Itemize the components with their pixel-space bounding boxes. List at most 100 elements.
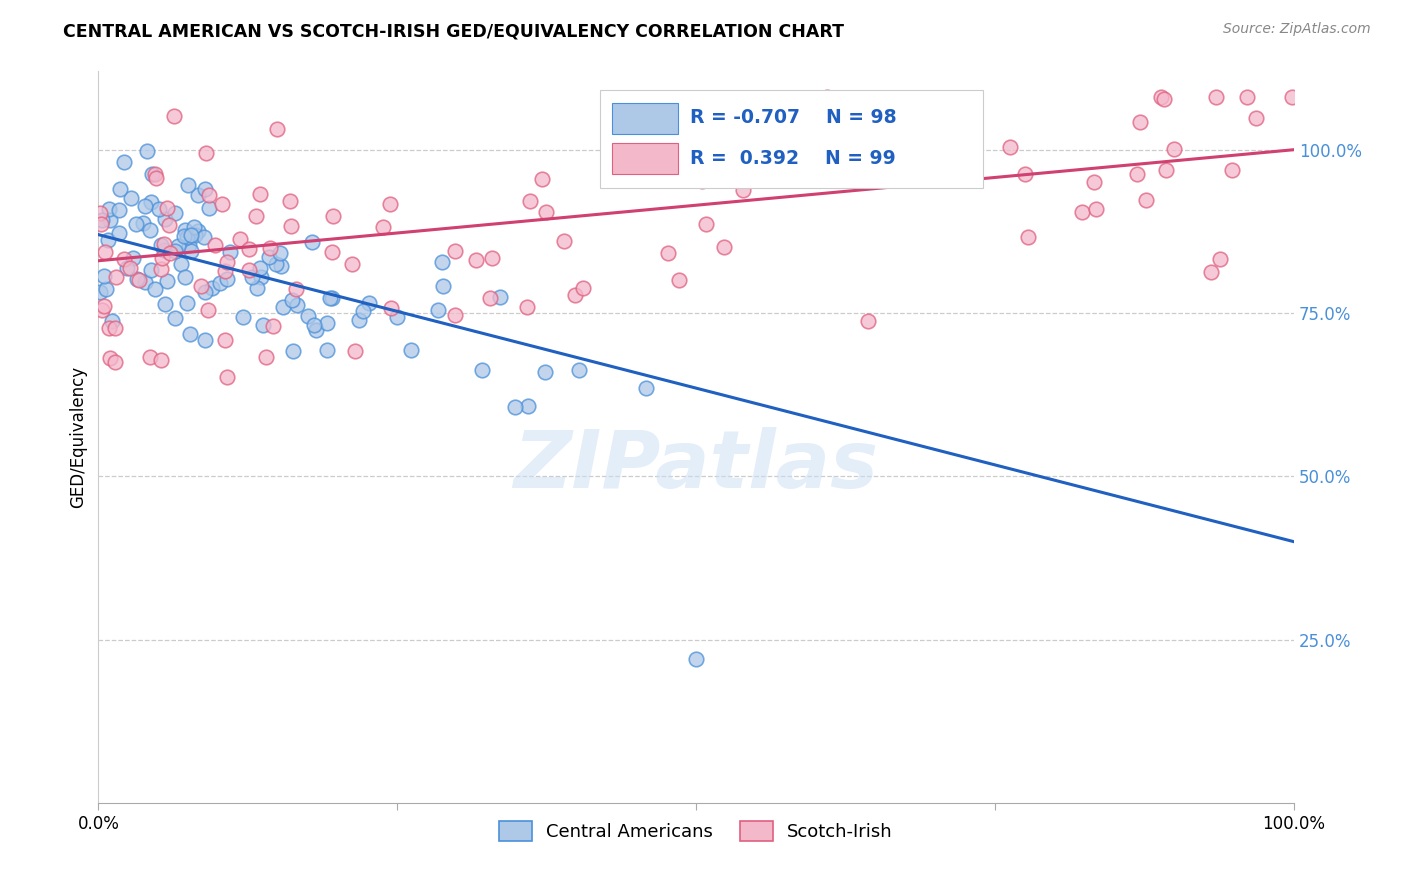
Point (217, 370, 239, 384)
Point (121, 251, 143, 265)
Point (201, 281, 224, 295)
Point (432, 255, 454, 269)
Point (90, 218, 112, 232)
Point (91, 212, 114, 227)
FancyBboxPatch shape (613, 143, 678, 174)
FancyBboxPatch shape (613, 103, 678, 134)
Point (503, 400, 526, 414)
Point (281, 293, 304, 307)
Point (280, 219, 302, 233)
Point (176, 229, 198, 244)
Point (170, 257, 193, 271)
Point (183, 219, 205, 234)
Point (141, 194, 163, 209)
Point (316, 343, 339, 357)
Point (284, 282, 307, 296)
Point (193, 333, 215, 347)
Point (217, 272, 239, 286)
Point (695, 217, 717, 231)
Point (278, 194, 301, 208)
Point (214, 333, 236, 347)
Point (685, 652, 707, 666)
Point (1281, 90, 1303, 104)
Point (249, 260, 271, 275)
Point (219, 244, 242, 259)
Point (245, 210, 267, 224)
Point (321, 291, 343, 305)
Point (634, 381, 657, 395)
Point (471, 363, 494, 377)
Point (281, 343, 304, 358)
Point (269, 246, 291, 260)
Point (1135, 194, 1157, 208)
Point (340, 257, 363, 271)
Point (1000, 140, 1022, 154)
Point (270, 259, 292, 273)
Point (153, 236, 176, 251)
Point (174, 223, 197, 237)
Point (321, 244, 343, 259)
Point (517, 400, 540, 414)
Point (240, 270, 263, 285)
Point (112, 252, 135, 266)
Point (571, 280, 593, 294)
Point (145, 170, 167, 185)
Point (163, 206, 186, 220)
Point (238, 262, 260, 277)
Point (1150, 90, 1173, 104)
Point (249, 187, 271, 202)
Point (304, 322, 326, 336)
Point (115, 261, 138, 276)
Point (155, 297, 177, 311)
Point (214, 264, 236, 278)
Point (444, 244, 467, 259)
Point (211, 196, 233, 211)
Point (262, 319, 284, 334)
Text: CENTRAL AMERICAN VS SCOTCH-IRISH GED/EQUIVALENCY CORRELATION CHART: CENTRAL AMERICAN VS SCOTCH-IRISH GED/EQU… (63, 22, 844, 40)
Point (190, 279, 212, 293)
Point (150, 262, 173, 277)
Point (380, 197, 402, 211)
Point (318, 291, 340, 305)
Point (427, 302, 450, 317)
Point (93, 299, 115, 313)
Point (148, 202, 170, 216)
Point (534, 205, 557, 219)
Point (194, 285, 217, 300)
Point (882, 153, 904, 168)
Point (120, 191, 142, 205)
Point (180, 244, 202, 258)
Point (530, 172, 553, 186)
Point (150, 353, 173, 368)
Point (250, 270, 273, 285)
Point (271, 300, 294, 314)
Point (301, 235, 323, 250)
Point (963, 139, 986, 153)
Point (1126, 168, 1149, 182)
Point (668, 273, 690, 287)
Point (533, 365, 555, 379)
Point (98, 351, 121, 366)
Point (304, 318, 326, 332)
Point (101, 314, 124, 328)
Point (94, 245, 117, 260)
Point (89, 206, 111, 220)
Point (371, 220, 394, 235)
Point (252, 318, 274, 332)
Point (143, 281, 166, 295)
Point (1205, 90, 1227, 104)
Point (125, 272, 148, 286)
Point (380, 301, 402, 315)
Point (173, 229, 195, 244)
Point (238, 242, 260, 256)
Point (120, 260, 142, 275)
Point (1014, 167, 1036, 181)
Point (349, 313, 371, 327)
Point (139, 350, 162, 364)
Point (153, 211, 176, 226)
Y-axis label: GED/Equivalency: GED/Equivalency (69, 366, 87, 508)
Point (112, 155, 135, 169)
Point (815, 90, 838, 104)
Point (97, 233, 120, 247)
Point (259, 241, 281, 255)
